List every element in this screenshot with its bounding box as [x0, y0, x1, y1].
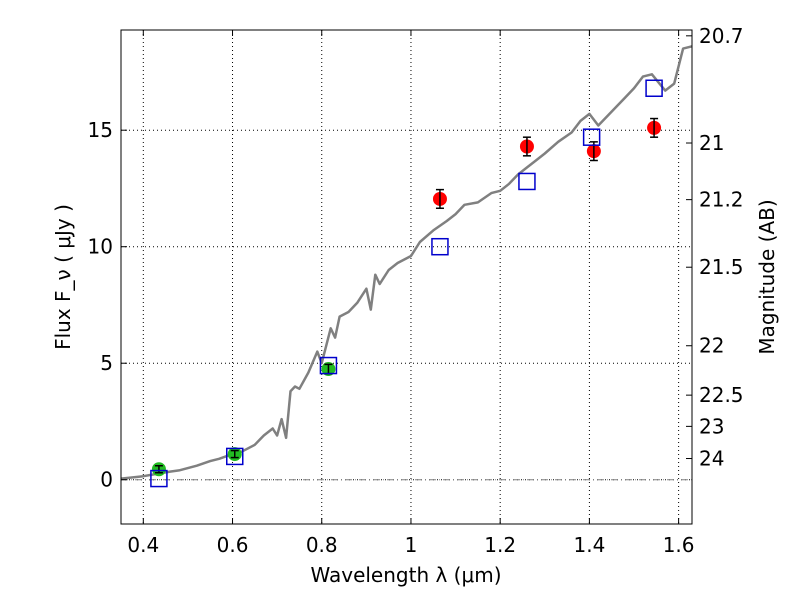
x-tick-label: 1.4	[573, 533, 605, 557]
x-tick-label: 1.2	[484, 533, 516, 557]
model-spectrum-layer	[120, 45, 693, 480]
data-points-layer	[150, 79, 663, 488]
x-tick-label: 0.4	[127, 533, 159, 557]
y-tick-label: 10	[88, 235, 113, 259]
y2-tick-label: 24	[699, 447, 724, 471]
blue-square-marker	[582, 128, 601, 146]
x-tick-label: 1.6	[663, 533, 695, 557]
blue-square-marker	[518, 172, 536, 191]
x-axis-label: Wavelength λ (μm)	[310, 563, 501, 587]
x-tick-label: 0.8	[306, 533, 338, 557]
x-tick-label: 0.6	[217, 533, 249, 557]
y2-tick-label: 23	[699, 414, 724, 438]
y2-tick-label: 21	[699, 131, 724, 155]
y2-tick-label: 20.7	[699, 24, 744, 48]
blue-square-marker	[319, 356, 338, 375]
y2-axis-label: Magnitude (AB)	[755, 199, 779, 354]
y2-tick-label: 22.5	[699, 383, 744, 407]
y-tick-label: 5	[100, 351, 113, 375]
y-axis-label: Flux F_ν ( μJy )	[51, 204, 75, 350]
y2-tick-label: 22	[699, 334, 724, 358]
y2-tick-label: 21.2	[699, 188, 744, 212]
y-tick-label: 0	[100, 468, 113, 492]
blue-square-marker	[226, 447, 244, 466]
y-tick-label: 15	[88, 118, 113, 142]
plot-frame	[120, 29, 693, 525]
blue-square-marker	[645, 79, 663, 98]
blue-square-marker	[150, 469, 168, 488]
y2-tick-label: 21.5	[699, 255, 744, 279]
x-tick-label: 1	[405, 533, 418, 557]
axis-ticks: 0.4 0.6 0.8 1 1.2 1.4 1.6 0 5 10 15 20.7 21 21.2 21.5 2…	[88, 24, 744, 557]
blue-square-marker	[431, 237, 449, 256]
model-spectrum-line	[120, 45, 693, 480]
